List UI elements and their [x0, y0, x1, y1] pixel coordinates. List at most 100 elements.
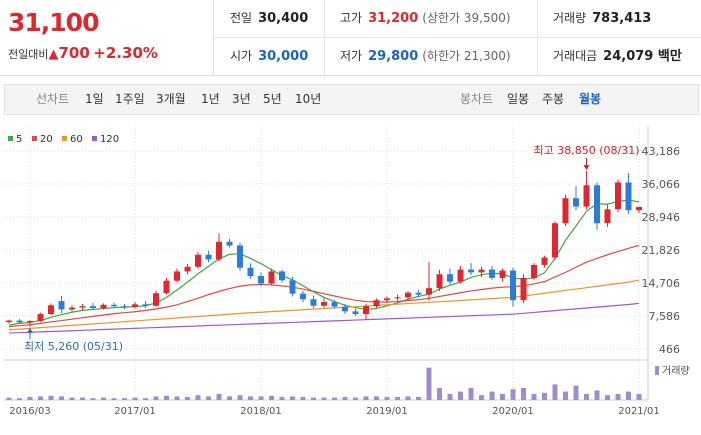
- period-button[interactable]: 1년: [201, 92, 220, 106]
- info-value: 783,413: [592, 11, 652, 26]
- volume-bar: [353, 397, 358, 400]
- info-label: 시가: [230, 49, 253, 63]
- candle-button[interactable]: 일봉: [507, 92, 530, 106]
- volume-bar: [531, 394, 537, 400]
- candle-body: [27, 321, 33, 323]
- period-button[interactable]: 3년: [232, 92, 251, 106]
- info-grid: 전일 30,400 고가 31,200 (상한가 39,500) 거래량 783,413…: [214, 0, 701, 76]
- x-tick-label: 2017/01: [114, 406, 156, 417]
- volume-bar: [185, 397, 190, 400]
- volume-bar: [153, 396, 159, 400]
- candle-body: [205, 254, 212, 260]
- x-tick-label: 2019/01: [366, 406, 408, 417]
- info-value: 24,079 백만: [603, 49, 682, 64]
- volume-bar: [521, 388, 526, 400]
- y-tick-label: 21,826: [642, 244, 681, 257]
- candle-button[interactable]: 주봉: [542, 92, 565, 106]
- volume-bar: [395, 397, 400, 400]
- period-button[interactable]: 1일: [85, 92, 104, 106]
- up-icon: ▲: [48, 47, 59, 62]
- legend-label: 5: [16, 134, 22, 145]
- volume-bar: [122, 398, 127, 400]
- volume-bar: [626, 391, 631, 400]
- info-item: 거래대금 24,079 백만: [553, 38, 682, 75]
- change-rate: +2.30%: [93, 44, 158, 62]
- x-tick-label: 2016/03: [9, 406, 51, 417]
- candle-button[interactable]: 월봉: [579, 92, 602, 106]
- candle-body: [405, 292, 411, 298]
- volume-bar: [542, 392, 547, 400]
- volume-bar: [227, 396, 232, 400]
- volume-bar: [384, 397, 390, 400]
- volume-bar: [489, 391, 495, 400]
- info-label: 저가: [340, 49, 363, 63]
- volume-bar: [332, 397, 337, 400]
- info-item: 시가 30,000: [230, 38, 308, 75]
- y-tick-label: 36,066: [642, 178, 681, 191]
- candle-body: [16, 320, 23, 323]
- legend-label: 60: [70, 134, 83, 145]
- volume-label: 거래량: [662, 365, 690, 377]
- candle-body: [394, 297, 401, 299]
- candle-body: [174, 271, 180, 281]
- candle-body: [163, 280, 170, 294]
- volume-bar: [269, 395, 274, 400]
- candle-body: [69, 307, 75, 310]
- volume-bar: [279, 397, 285, 400]
- candle-body: [121, 306, 128, 308]
- info-item: 전일 30,400: [230, 0, 308, 37]
- moving-average-line: [8, 279, 640, 331]
- candle-body: [625, 182, 632, 211]
- candle-body: [90, 306, 96, 309]
- info-label: 거래대금: [553, 49, 598, 63]
- period-button[interactable]: 1주일: [115, 92, 145, 106]
- info-value: 30,000: [258, 49, 309, 64]
- volume-bar: [321, 397, 327, 400]
- volume-bar: [164, 395, 169, 400]
- volume-bar: [594, 390, 600, 400]
- candle-body: [37, 314, 44, 322]
- period-button[interactable]: 3개월: [156, 92, 186, 106]
- y-tick-label: 466: [659, 343, 680, 356]
- candle-body: [111, 304, 117, 307]
- candle-body: [499, 270, 506, 278]
- candle-body: [636, 207, 642, 211]
- candle-body: [321, 302, 327, 306]
- candle-body: [415, 292, 422, 295]
- volume-bar: [111, 398, 117, 400]
- period-button[interactable]: 5년: [263, 92, 282, 106]
- volume-bar: [311, 397, 316, 400]
- toolbar: 선차트 1일 1주일 3개월 1년 3년 5년 10년 봉차트 일봉 주봉 월봉: [4, 84, 699, 115]
- volume-bar: [479, 395, 484, 400]
- info-item: 고가 31,200 (상한가 39,500): [340, 0, 511, 37]
- candle-body: [363, 306, 369, 315]
- candle-body: [342, 306, 348, 312]
- candle-body: [247, 267, 254, 277]
- info-label: 전일: [230, 11, 253, 25]
- candle-body: [447, 274, 453, 282]
- volume-bar: [573, 385, 579, 400]
- volume-bar: [90, 398, 96, 400]
- candle-body: [373, 300, 380, 307]
- candle-body: [6, 320, 12, 322]
- candle-body: [552, 223, 558, 258]
- period-button[interactable]: 10년: [295, 92, 322, 106]
- volume-bar: [206, 396, 211, 400]
- volume-bar: [405, 396, 411, 400]
- legend-label: 120: [100, 134, 119, 145]
- y-tick-label: 28,946: [642, 211, 681, 224]
- toolbar-label: 선차트: [36, 92, 70, 106]
- volume-bar: [27, 397, 33, 400]
- candle-body: [195, 254, 201, 267]
- candle-body: [310, 299, 317, 306]
- candle-body: [510, 270, 516, 301]
- info-item: 저가 29,800 (하한가 21,300): [340, 38, 511, 75]
- candle-body: [216, 241, 222, 260]
- volume-bar: [605, 395, 610, 400]
- x-tick-label: 2018/01: [240, 406, 282, 417]
- candle-body: [562, 198, 569, 224]
- candle-body: [79, 306, 86, 308]
- candle-body: [573, 198, 579, 207]
- annotation-arrowhead: [27, 327, 33, 333]
